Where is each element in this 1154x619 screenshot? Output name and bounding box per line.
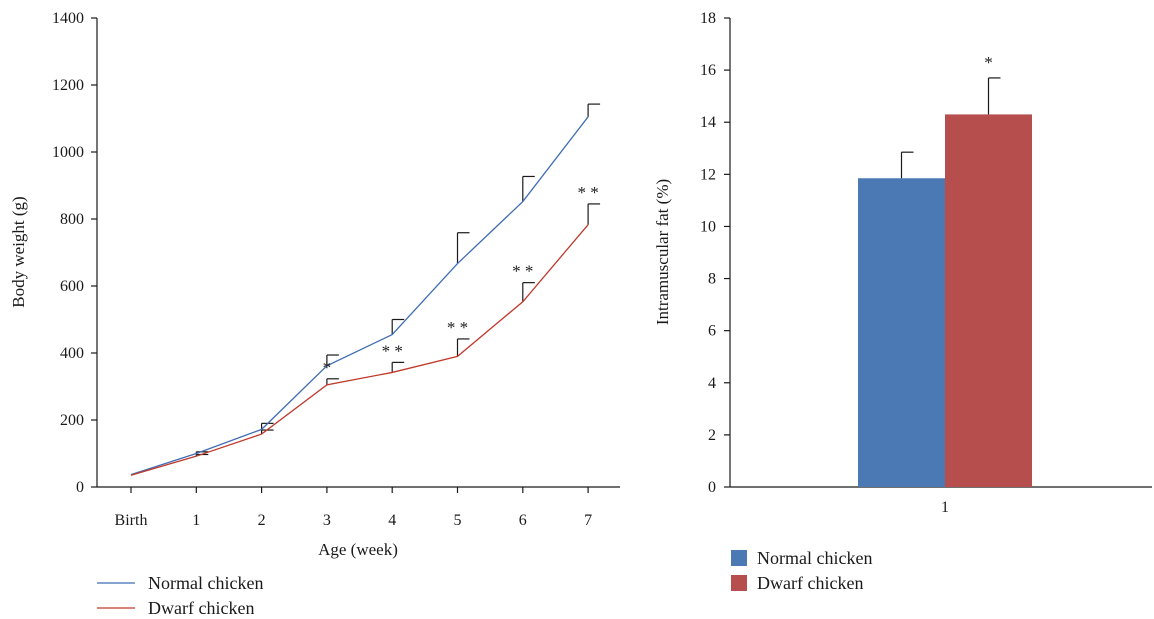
y-tick-label: 18	[700, 10, 716, 27]
x-axis-ticks: 1	[941, 499, 949, 516]
bars	[858, 114, 1032, 488]
error-bar	[587, 203, 601, 225]
x-tick-label: 4	[388, 512, 396, 529]
y-tick-label: 4	[708, 375, 716, 392]
series-line-dwarf	[130, 224, 589, 476]
y-tick-label: 6	[708, 323, 716, 340]
y-tick-label: 0	[76, 479, 84, 496]
significance-marker: * *	[382, 341, 403, 360]
error-bar	[987, 77, 1001, 115]
legend: Normal chicken Dwarf chicken	[731, 548, 872, 593]
error-bar	[326, 354, 339, 366]
series-line-normal	[130, 116, 589, 476]
legend-label-dwarf: Dwarf chicken	[148, 598, 254, 618]
error-bar	[522, 282, 535, 302]
x-tick-label: 6	[519, 512, 527, 529]
legend-swatch-dwarf	[731, 575, 747, 591]
y-axis-title: Body weight (g)	[9, 196, 28, 307]
error-bar	[456, 338, 470, 357]
series-lines	[130, 116, 589, 476]
x-tick-label: Birth	[115, 512, 148, 529]
legend-label-dwarf: Dwarf chicken	[757, 573, 863, 593]
bar-normal	[858, 178, 945, 487]
error-bar	[391, 361, 405, 373]
significance-marker: *	[984, 53, 993, 72]
significance-marker: * *	[447, 318, 468, 337]
error-bar	[391, 318, 405, 335]
error-bars	[195, 103, 601, 457]
intramuscular-fat-bar-chart: 0 2 4 6 8 10 12 14 16 18 1 * Intramuscular fat (%…	[653, 10, 1152, 593]
significance-marker: *	[323, 358, 332, 377]
significance-markers: *	[984, 53, 993, 72]
y-axis-ticks: 0 2 4 6 8 10 12 14 16 18	[700, 10, 730, 496]
error-bar	[326, 378, 339, 385]
legend-label-normal: Normal chicken	[148, 573, 263, 593]
error-bar	[522, 175, 535, 202]
y-tick-label: 1400	[52, 10, 84, 27]
y-tick-label: 8	[708, 271, 716, 288]
error-bar	[900, 151, 914, 179]
legend: Normal chicken Dwarf chicken	[97, 573, 263, 618]
x-tick-label: 3	[323, 512, 331, 529]
body-weight-line-chart: 0 200 400 600 800 1000 1200 1400 Birth 1 2 3 4 5 6 7 *…	[9, 10, 620, 618]
y-axis-title: Intramuscular fat (%)	[653, 179, 672, 325]
y-tick-label: 1200	[52, 77, 84, 94]
legend-item-normal: Normal chicken	[731, 548, 872, 568]
y-tick-label: 600	[60, 278, 84, 295]
x-tick-label: 1	[941, 499, 949, 516]
significance-marker: * *	[577, 183, 598, 202]
y-tick-label: 200	[60, 412, 84, 429]
bar-dwarf	[945, 114, 1032, 488]
x-axis-ticks: Birth 1 2 3 4 5 6 7	[115, 487, 592, 529]
legend-label-normal: Normal chicken	[757, 548, 872, 568]
y-tick-label: 10	[700, 218, 716, 235]
y-tick-label: 16	[700, 62, 716, 79]
y-tick-label: 12	[700, 166, 716, 183]
legend-swatch-normal	[731, 550, 747, 566]
x-tick-label: 5	[454, 512, 462, 529]
error-bar	[456, 232, 470, 264]
x-tick-label: 7	[584, 512, 592, 529]
y-tick-label: 2	[708, 427, 716, 444]
legend-item-dwarf: Dwarf chicken	[97, 598, 254, 618]
x-axis-title: Age (week)	[318, 540, 398, 559]
y-tick-label: 14	[700, 114, 716, 131]
significance-markers: * * * * * * * * *	[323, 183, 599, 377]
error-bar	[587, 103, 601, 117]
legend-item-dwarf: Dwarf chicken	[731, 573, 863, 593]
y-tick-label: 1000	[52, 144, 84, 161]
y-tick-label: 0	[708, 479, 716, 496]
y-axis-ticks: 0 200 400 600 800 1000 1200 1400	[52, 10, 97, 496]
legend-item-normal: Normal chicken	[97, 573, 263, 593]
y-tick-label: 400	[60, 345, 84, 362]
significance-marker: * *	[512, 262, 533, 281]
x-tick-label: 2	[258, 512, 266, 529]
y-tick-label: 800	[60, 211, 84, 228]
error-bars	[900, 77, 1001, 179]
x-tick-label: 1	[192, 512, 200, 529]
